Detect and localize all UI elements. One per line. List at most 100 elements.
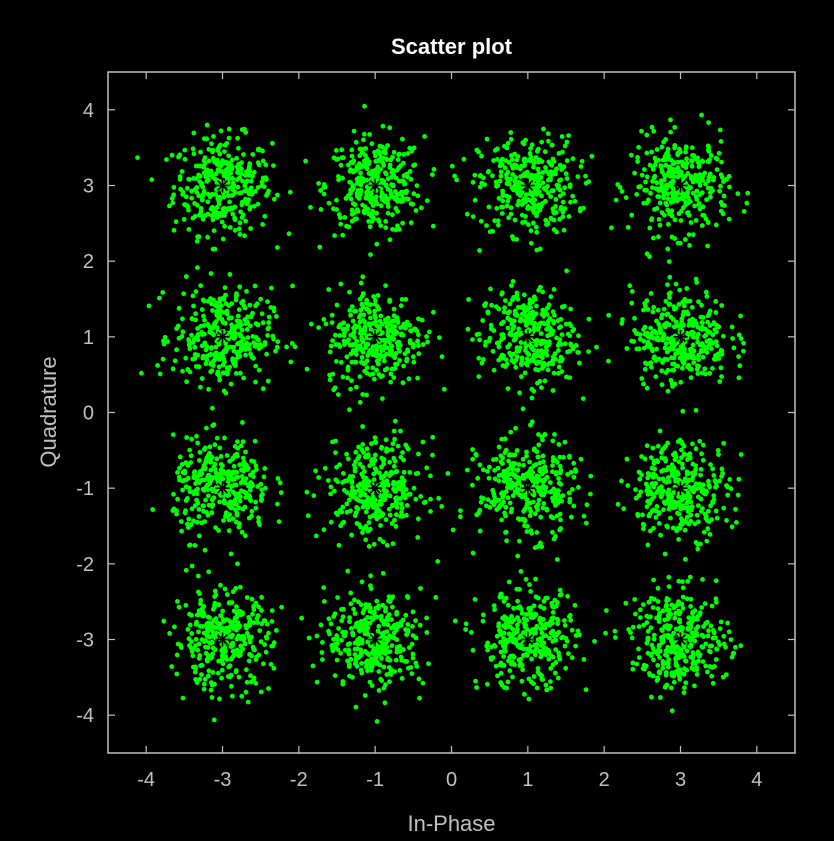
scatter-point — [677, 355, 683, 361]
scatter-point — [691, 489, 697, 495]
scatter-point — [575, 628, 581, 634]
scatter-point — [555, 600, 560, 605]
scatter-point — [532, 611, 538, 617]
scatter-point — [707, 484, 712, 490]
scatter-point — [192, 469, 198, 475]
scatter-point — [506, 458, 511, 464]
scatter-point — [390, 635, 396, 640]
scatter-point — [259, 594, 264, 600]
scatter-point — [509, 283, 514, 288]
scatter-point — [181, 291, 187, 297]
scatter-point — [256, 346, 262, 351]
scatter-point — [655, 307, 661, 313]
scatter-point — [506, 631, 512, 637]
scatter-point — [588, 473, 594, 479]
scatter-point — [652, 472, 658, 478]
scatter-point — [664, 150, 669, 156]
scatter-point — [685, 497, 691, 503]
scatter-point — [354, 496, 359, 502]
scatter-point — [717, 127, 723, 133]
scatter-point — [339, 509, 345, 515]
scatter-point — [332, 673, 338, 678]
scatter-point — [699, 320, 705, 325]
scatter-point — [363, 146, 369, 151]
scatter-point — [721, 179, 726, 185]
scatter-point — [464, 467, 470, 473]
scatter-point — [521, 462, 526, 468]
scatter-point — [675, 159, 681, 165]
scatter-point — [705, 143, 711, 149]
scatter-point — [199, 376, 205, 381]
scatter-point — [230, 176, 236, 181]
scatter-point — [479, 153, 484, 159]
scatter-point — [229, 693, 235, 699]
scatter-point — [667, 274, 673, 280]
scatter-point — [410, 655, 416, 661]
scatter-point — [366, 479, 372, 484]
scatter-point — [165, 339, 171, 344]
scatter-point — [702, 333, 707, 339]
scatter-point — [676, 302, 682, 307]
scatter-point — [230, 648, 236, 654]
scatter-point — [361, 176, 366, 182]
scatter-point — [366, 219, 372, 224]
scatter-point — [210, 651, 216, 657]
scatter-point — [375, 628, 381, 634]
scatter-point — [334, 464, 339, 470]
scatter-point — [463, 621, 469, 627]
scatter-point — [335, 595, 340, 600]
scatter-point — [186, 207, 191, 213]
scatter-point — [683, 144, 689, 150]
scatter-point — [491, 158, 496, 163]
scatter-point — [233, 371, 239, 376]
scatter-point — [368, 252, 373, 257]
scatter-point — [540, 484, 545, 489]
scatter-point — [358, 187, 364, 193]
scatter-point — [721, 505, 727, 511]
scatter-point — [533, 576, 538, 582]
scatter-point — [192, 213, 198, 219]
scatter-point — [196, 629, 201, 635]
scatter-point — [545, 367, 551, 373]
scatter-point — [201, 681, 207, 687]
scatter-point — [639, 454, 644, 459]
scatter-point — [390, 441, 396, 447]
scatter-point — [199, 343, 205, 349]
scatter-point — [528, 240, 534, 246]
scatter-point — [558, 204, 564, 210]
scatter-point — [250, 152, 256, 157]
scatter-point — [187, 346, 193, 352]
scatter-point — [733, 506, 738, 512]
scatter-point — [570, 193, 576, 199]
scatter-point — [391, 306, 397, 312]
scatter-point — [476, 355, 482, 361]
scatter-point — [510, 234, 515, 239]
scatter-point — [186, 636, 192, 642]
scatter-point — [356, 444, 361, 450]
scatter-point — [216, 211, 222, 216]
scatter-point — [510, 493, 516, 499]
scatter-point — [674, 323, 680, 329]
scatter-point — [341, 333, 347, 338]
scatter-point — [399, 297, 405, 302]
scatter-point — [504, 475, 510, 480]
scatter-point — [189, 612, 194, 618]
scatter-point — [380, 123, 386, 129]
scatter-point — [401, 152, 407, 157]
scatter-point — [575, 174, 581, 180]
scatter-point — [504, 685, 509, 691]
scatter-point — [499, 337, 505, 342]
scatter-point — [477, 248, 482, 253]
scatter-point — [553, 660, 559, 665]
scatter-point — [392, 669, 397, 674]
scatter-point — [422, 134, 427, 139]
scatter-point — [260, 222, 265, 227]
scatter-point — [341, 338, 347, 344]
scatter-point — [695, 155, 701, 161]
scatter-point — [505, 310, 511, 316]
scatter-point — [390, 541, 396, 547]
scatter-point — [337, 322, 343, 328]
scatter-point — [502, 616, 508, 622]
scatter-point — [523, 214, 528, 219]
scatter-point — [262, 213, 268, 219]
